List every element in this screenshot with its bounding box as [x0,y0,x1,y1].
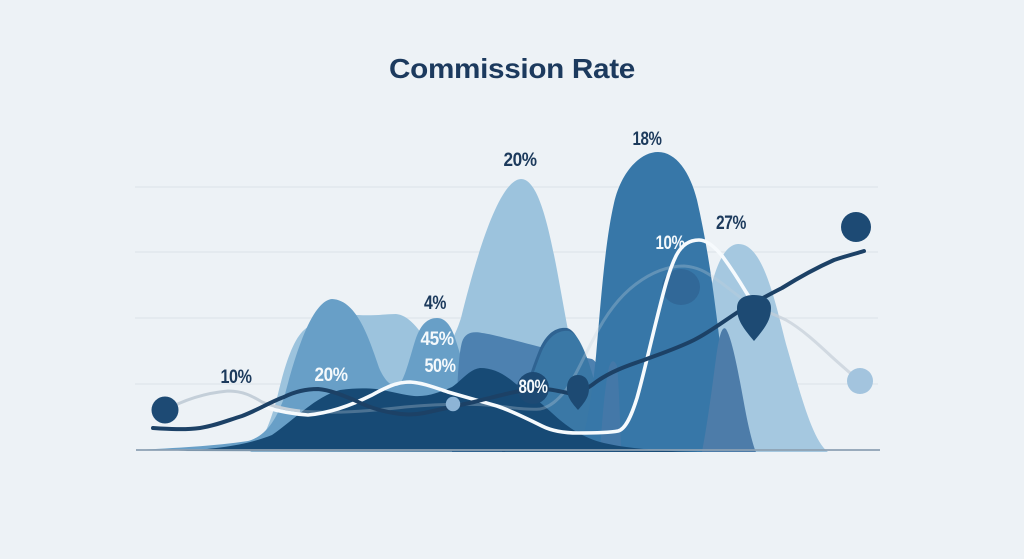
svg-text:Commission Rate: Commission Rate [389,53,635,84]
svg-text:20%: 20% [315,365,349,386]
svg-text:80%: 80% [519,377,548,398]
svg-text:10%: 10% [221,367,253,388]
svg-text:4%: 4% [424,293,446,314]
svg-text:10%: 10% [656,233,685,254]
svg-text:20%: 20% [504,150,538,171]
svg-text:27%: 27% [716,213,746,234]
svg-text:45%: 45% [421,329,455,350]
svg-text:50%: 50% [425,356,457,377]
svg-text:18%: 18% [633,129,662,150]
